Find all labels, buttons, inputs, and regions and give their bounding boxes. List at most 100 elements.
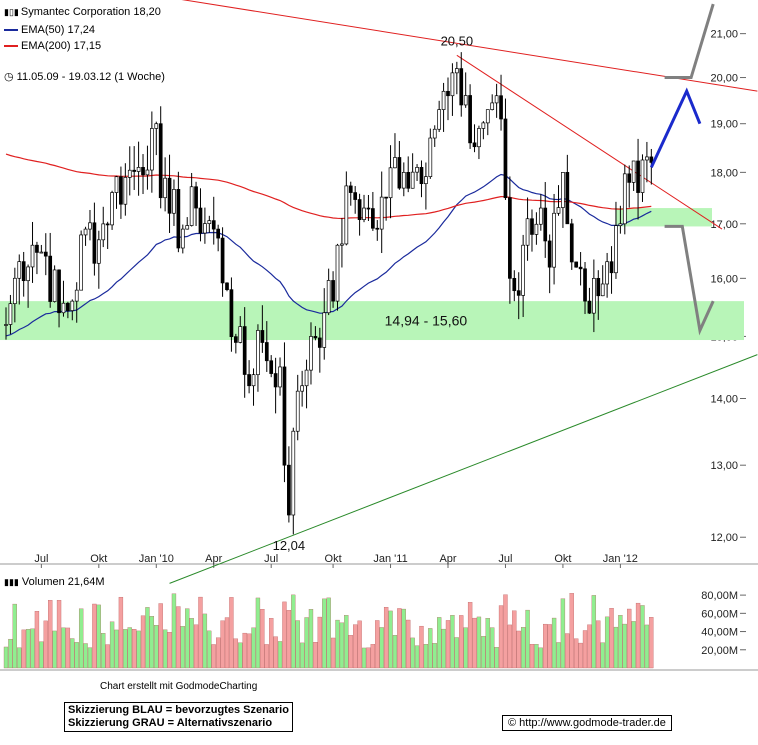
volume-bar [353, 624, 358, 669]
scenario-box: Skizzierung BLAU = bevorzugtes Szenario … [64, 702, 293, 732]
trendline-rising-green [169, 354, 758, 584]
candle-body [238, 326, 243, 343]
volume-bar [481, 636, 486, 669]
candle-body [371, 208, 375, 229]
candle-body [415, 167, 419, 173]
volume-bar [105, 644, 110, 669]
volume-bar [582, 630, 588, 669]
price-annotation: 14,94 - 15,60 [385, 312, 468, 328]
price-annotation: 12,04 [273, 538, 306, 553]
candle-body [101, 223, 106, 241]
candle-body [43, 251, 48, 257]
volume-bar [388, 610, 393, 669]
volume-bar [8, 638, 13, 669]
candle-body [335, 244, 340, 302]
volume-bar [308, 609, 314, 669]
chart-credit: Chart erstellt mit GodmodeCharting [100, 681, 258, 692]
volume-bar [525, 609, 530, 669]
copyright-link[interactable]: © http://www.godmode-trader.de [502, 715, 672, 731]
volume-bar [136, 630, 141, 669]
candle-body [269, 360, 274, 374]
volume-bar [432, 643, 437, 669]
volume-bar [74, 642, 79, 669]
volume-bar [375, 620, 380, 669]
volume-bar [158, 603, 163, 669]
candle-body [605, 261, 609, 285]
candle-body [229, 289, 234, 338]
volume-bar [233, 638, 238, 669]
candle-body [485, 109, 490, 124]
candle-body [256, 330, 260, 376]
volume-bar [322, 598, 327, 669]
candle-body [163, 177, 167, 199]
time-tick-label: Okt [90, 553, 107, 565]
candle-body [401, 172, 406, 189]
volume-bar [202, 613, 208, 669]
candle-body [428, 137, 433, 178]
candle-body [136, 167, 141, 172]
candle-body [30, 244, 35, 268]
candle-body [132, 169, 137, 172]
volume-bar [83, 643, 88, 669]
candle-body [468, 95, 472, 144]
volume-bar [260, 609, 265, 669]
chart-title: ▮▯▮ Symantec Corporation 18,20 [4, 6, 161, 18]
volume-bar [101, 633, 106, 669]
candle-body [596, 277, 601, 297]
volume-bar [17, 647, 22, 669]
volume-bar [640, 605, 645, 669]
candle-body [459, 68, 464, 106]
candle-body [494, 95, 499, 104]
volume-bar [207, 630, 212, 669]
volume-bar [30, 628, 35, 669]
candle-body [48, 255, 53, 302]
candle-body [534, 223, 539, 235]
candle-body [176, 189, 181, 249]
volume-bar [149, 616, 155, 669]
candle-body [198, 207, 203, 234]
candle-body [348, 185, 353, 193]
volume-bar [529, 644, 535, 669]
volume-bar [423, 644, 429, 669]
candle-body [424, 176, 428, 185]
volume-bar [335, 619, 340, 669]
volume-bar [520, 627, 526, 669]
candle-body [543, 207, 548, 242]
candle-body [264, 342, 269, 362]
volume-bar [39, 641, 44, 669]
candle-body [317, 337, 322, 348]
candle-body [547, 240, 552, 268]
candle-body [57, 269, 61, 314]
volume-bar [61, 627, 66, 669]
candle-body [450, 72, 455, 97]
candle-body [145, 169, 150, 176]
candle-body [357, 199, 362, 220]
volume-bar [295, 620, 300, 669]
candle-body [172, 189, 176, 214]
volume-bar [264, 644, 269, 669]
volume-bar [96, 604, 101, 669]
volume-bar [498, 605, 504, 669]
candle-body [344, 185, 349, 245]
volume-bar [180, 626, 185, 669]
candle-body [561, 172, 565, 208]
candle-body [410, 171, 415, 189]
volume-bar [410, 637, 415, 669]
volume-bar [238, 642, 243, 669]
candle-body [362, 207, 366, 220]
candle-body [225, 282, 229, 291]
volume-bar [445, 620, 451, 669]
volume-bar [56, 600, 62, 669]
candle-body [503, 118, 508, 199]
candle-body [158, 123, 163, 199]
candle-body [437, 109, 442, 130]
candle-body [110, 192, 114, 226]
volume-bar [441, 628, 446, 669]
volume-bar [145, 607, 150, 669]
candle-body [631, 160, 636, 183]
volume-bar [534, 644, 539, 669]
price-tick-label: 12,00 [710, 532, 738, 544]
candle-body [21, 261, 26, 282]
candle-body [397, 157, 402, 189]
candle-body [8, 303, 13, 325]
